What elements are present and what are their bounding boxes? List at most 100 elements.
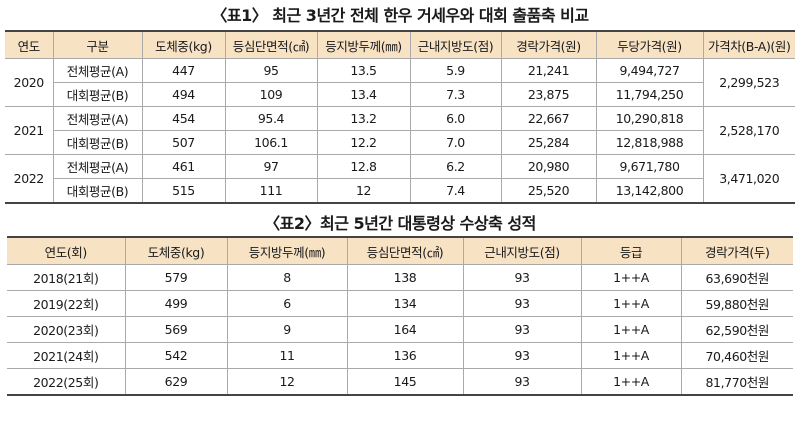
table1-cell: 515 [141,178,226,204]
table2-cell: 59,880천원 [680,290,793,317]
table1-cell: 전체평균(A) [52,154,143,179]
table2-row: 2020(23회) 569 9 164 93 1++A 62,590천원 [7,316,793,343]
table2-cell: 6 [226,290,348,317]
table1-cell: 11,794,250 [595,82,703,107]
table2-cell: 164 [346,316,464,343]
table2-cell: 2020(23회) [7,316,126,343]
table1-cell: 대회평균(B) [53,82,143,107]
table1-cell: 111 [224,178,318,204]
table2-cell: 629 [124,368,228,396]
table2-header-cell: 등급 [580,236,682,265]
table2-cell: 136 [346,342,464,369]
table1-cell: 23,875 [500,82,597,107]
table2-cell: 1++A [580,290,682,317]
table1-cell: 6.2 [409,154,502,179]
table2-cell: 1++A [580,368,682,396]
table1-cell: 106.1 [224,130,318,155]
table2-header-cell: 등심단면적(㎠) [346,236,464,265]
table2-row: 2019(22회) 499 6 134 93 1++A 59,880천원 [7,290,793,317]
price-diff-cell: 2,528,170 [702,106,795,155]
table1-header-row: 연도 구분 도체중(kg) 등심단면적(㎠) 등지방두께(㎜) 근내지방도(점) 경락가격(… [5,30,795,59]
table1-cell: 대회평균(B) [53,130,143,155]
table1-header-cell: 등지방두께(㎜) [316,30,411,59]
year-cell: 2022 [5,154,54,204]
table1-header-cell: 도체중(kg) [141,30,226,59]
table2-cell: 2018(21회) [7,264,126,291]
table2-cell: 145 [346,368,464,396]
table2-cell: 9 [226,316,348,343]
table1-cell: 전체평균(A) [52,58,143,83]
table1-row: 2020 전체평균(A) 447 95 13.5 5.9 21,241 9,494,727 2,… [5,58,795,107]
table1-header-cell: 경락가격(원) [500,30,597,59]
table1-cell: 6.0 [409,106,502,131]
table1-cell: 109 [224,82,318,107]
table2-row: 2018(21회) 579 8 138 93 1++A 63,690천원 [7,264,793,291]
table1-cell: 454 [141,106,226,131]
comparison-table: 연도 구분 도체중(kg) 등심단면적(㎠) 등지방두께(㎜) 근내지방도(점) 경락가격(… [5,30,795,204]
table1-row: 2021 전체평균(A) 454 95.4 13.2 6.0 22,667 10,290,81… [5,106,795,155]
table2-cell: 93 [462,368,582,396]
table1-row: 대회평균(B) 507 106.1 12.2 7.0 25,284 12,818,988 [5,130,795,155]
table1-cell: 대회평균(B) [53,178,143,204]
table2-cell: 62,590천원 [680,316,793,343]
table1-cell: 9,671,780 [595,154,704,179]
table1-cell: 25,284 [500,130,597,155]
table1-header-cell: 구분 [52,30,143,59]
table1-header-cell: 연도 [5,30,54,59]
table2-cell: 11 [226,342,348,369]
table1-cell: 494 [141,82,226,107]
table2-cell: 1++A [580,264,682,291]
table1-cell: 7.3 [409,82,502,107]
table2-cell: 8 [226,264,348,291]
table2-cell: 2021(24회) [7,342,126,369]
table2-title: 〈표2〉최근 5년간 대통령상 수상축 성적 [264,214,536,233]
table1-cell: 10,290,818 [595,106,704,131]
table1-cell: 22,667 [500,106,597,131]
table2-row: 2021(24회) 542 11 136 93 1++A 70,460천원 [7,342,793,369]
table2-cell: 70,460천원 [680,342,793,369]
table2-header-cell: 등지방두께(㎜) [226,236,348,265]
table2-header-cell: 연도(회) [7,236,126,265]
table2-cell: 569 [124,316,228,343]
table1-cell: 25,520 [500,178,597,204]
table1-cell: 21,241 [500,58,597,83]
price-diff-cell: 3,471,020 [702,154,795,204]
table2-cell: 93 [462,342,582,369]
price-diff-cell: 2,299,523 [702,58,795,107]
table1-cell: 12,818,988 [595,130,703,155]
table1-cell: 13,142,800 [595,178,703,204]
table2-cell: 138 [346,264,464,291]
table2-cell: 2019(22회) [7,290,126,317]
table1-cell: 20,980 [500,154,597,179]
table2-cell: 542 [124,342,228,369]
table2-cell: 81,770천원 [680,368,793,396]
table1-row: 대회평균(B) 494 109 13.4 7.3 23,875 11,794,250 [5,82,795,107]
table2-cell: 93 [462,264,582,291]
table1-cell: 95 [224,58,318,83]
table1-cell: 95.4 [224,106,318,131]
table1-header-cell: 근내지방도(점) [409,30,502,59]
table1-cell: 13.4 [316,82,411,107]
table2-cell: 63,690천원 [680,264,793,291]
table1-cell: 461 [141,154,226,179]
table1-title: 〈표1〉 최근 3년간 전체 한우 거세우와 대회 출품축 비교 [211,6,589,25]
table1-header-cell: 등심단면적(㎠) [224,30,318,59]
table2-cell: 12 [226,368,348,396]
table1-cell: 12 [316,178,411,204]
table1-row: 2022 전체평균(A) 461 97 12.8 6.2 20,980 9,671,780 3,… [5,154,795,204]
table1-cell: 12.2 [316,130,411,155]
table1-cell: 13.2 [316,106,411,131]
table1-cell: 447 [141,58,226,83]
table1-cell: 507 [141,130,226,155]
award-results-table: 연도(회) 도체중(kg) 등지방두께(㎜) 등심단면적(㎠) 근내지방도(점) 등급 경락… [7,236,793,396]
table2-cell: 93 [462,316,582,343]
table1-cell: 97 [224,154,318,179]
table1-header-cell: 두당가격(원) [595,30,704,59]
year-cell: 2021 [5,106,54,155]
table2-header-row: 연도(회) 도체중(kg) 등지방두께(㎜) 등심단면적(㎠) 근내지방도(점) 등급 경락… [7,236,793,265]
table2-header-cell: 근내지방도(점) [462,236,582,265]
table1-cell: 5.9 [409,58,502,83]
table2-cell: 2022(25회) [7,368,126,396]
table2-cell: 1++A [580,316,682,343]
table2-cell: 499 [124,290,228,317]
